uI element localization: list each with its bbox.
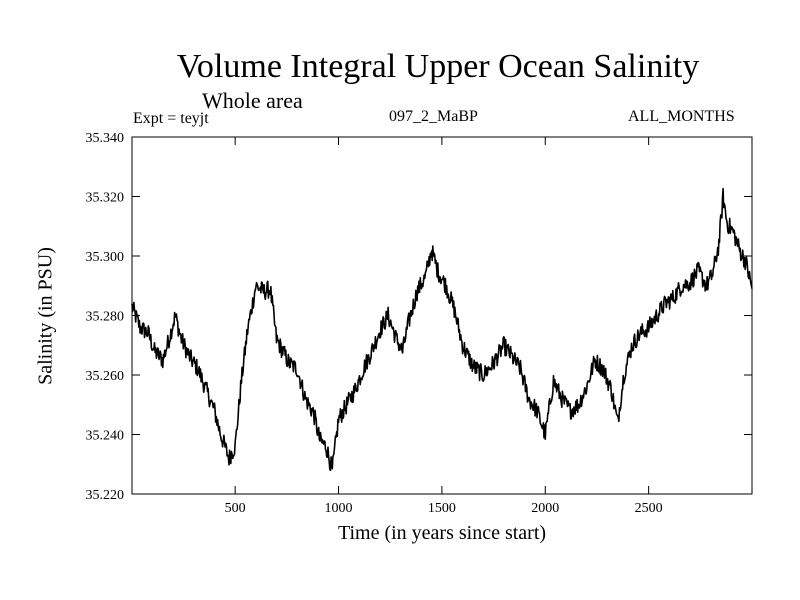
y-axis-ticks: 35.220 35.240 35.260 35.280 35.300 35.320 35.3…: [86, 131, 752, 503]
y-tick-label: 35.280: [86, 310, 125, 325]
x-tick-label: 1500: [428, 501, 456, 516]
x-axis-label: Time (in years since start): [337, 522, 547, 544]
chart-title: Volume Integral Upper Ocean Salinity: [176, 48, 700, 85]
y-tick-label: 35.220: [86, 488, 125, 503]
salinity-series-line: [131, 187, 753, 471]
x-tick-label: 2000: [531, 501, 559, 516]
y-tick-label: 35.300: [86, 250, 125, 265]
experiment-label: Expt = teyjt: [133, 110, 209, 127]
y-tick-label: 35.240: [86, 429, 125, 444]
y-tick-label: 35.320: [86, 191, 125, 206]
chart-subtitle: Whole area: [202, 88, 303, 113]
run-id-label: 097_2_MaBP: [389, 108, 478, 125]
x-tick-label: 2500: [635, 501, 663, 516]
x-axis-ticks: 500 1000 1500 2000 2500: [225, 137, 663, 516]
x-tick-label: 500: [225, 501, 246, 516]
months-label: ALL_MONTHS: [628, 108, 735, 125]
x-tick-label: 1000: [325, 501, 353, 516]
y-tick-label: 35.260: [86, 369, 125, 384]
y-tick-label: 35.340: [86, 131, 125, 146]
